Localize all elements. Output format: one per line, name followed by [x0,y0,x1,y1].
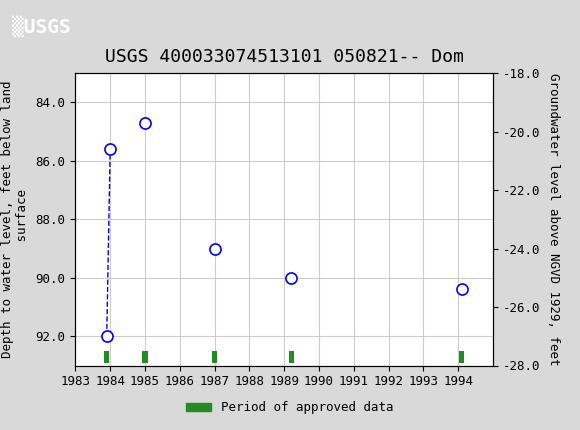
Legend: Period of approved data: Period of approved data [181,396,399,419]
Y-axis label: Groundwater level above NGVD 1929, feet: Groundwater level above NGVD 1929, feet [547,73,560,366]
Bar [212,351,217,362]
Bar [104,351,109,362]
Bar [288,351,293,362]
Y-axis label: Depth to water level, feet below land
 surface: Depth to water level, feet below land su… [1,80,29,358]
Bar [459,351,464,362]
Bar [142,351,147,362]
Title: USGS 400033074513101 050821-- Dom: USGS 400033074513101 050821-- Dom [105,48,463,66]
Text: ▒USGS: ▒USGS [12,15,70,37]
